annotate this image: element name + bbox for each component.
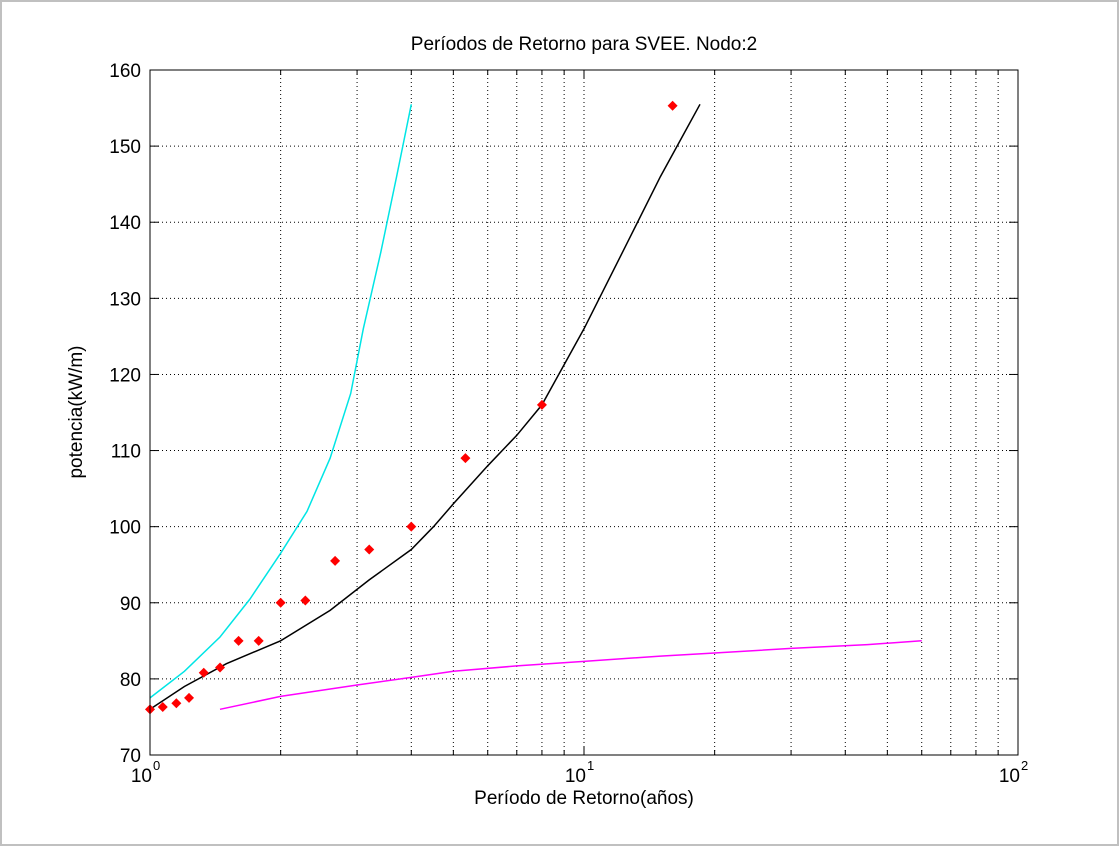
y-tick-label: 110 (111, 442, 141, 463)
series-line-1 (149, 103, 701, 710)
grid (150, 70, 1018, 755)
data-point-marker (275, 597, 286, 608)
data-point-marker (215, 662, 226, 673)
y-tick-label: 140 (109, 213, 141, 234)
data-point-marker (253, 635, 264, 646)
x-tick-label: 102 (999, 758, 1028, 787)
data-point-marker (233, 635, 244, 646)
y-tick-label: 150 (109, 137, 141, 158)
series-line-0 (149, 104, 413, 699)
data-point-marker (198, 667, 209, 678)
data-point-marker (536, 399, 547, 410)
y-tick-label: 160 (109, 61, 141, 82)
x-tick-label: 101 (565, 758, 594, 787)
series-group (145, 100, 922, 715)
x-tick-label-exponent: 0 (153, 758, 160, 773)
y-tick-label: 80 (120, 670, 141, 691)
y-tick-label: 70 (120, 746, 141, 767)
x-tick-label: 100 (131, 758, 160, 787)
data-point-marker (171, 698, 182, 709)
data-point-marker (184, 692, 195, 703)
y-tick-label: 90 (120, 594, 141, 615)
data-point-marker (330, 555, 341, 566)
x-axis-label: Período de Retorno(años) (474, 788, 694, 809)
data-point-marker (667, 100, 678, 111)
y-tick-label: 130 (109, 289, 141, 310)
ticks (150, 69, 1018, 756)
data-point-marker (157, 702, 168, 713)
series-line-2 (219, 640, 922, 711)
y-tick-label: 120 (109, 365, 141, 386)
data-point-marker (300, 595, 311, 606)
y-axis-label: potencia(kW/m) (66, 345, 87, 478)
x-tick-label-base: 10 (131, 766, 152, 787)
x-tick-label-base: 10 (565, 766, 586, 787)
data-point-marker (406, 521, 417, 532)
plot-area (150, 70, 1018, 755)
x-tick-label-exponent: 2 (1021, 758, 1028, 773)
x-tick-label-exponent: 1 (587, 758, 594, 773)
x-tick-label-base: 10 (999, 766, 1020, 787)
y-tick-label: 100 (109, 518, 141, 539)
data-point-marker (460, 453, 471, 464)
chart-title: Períodos de Retorno para SVEE. Nodo:2 (411, 34, 757, 55)
y-tick-labels: 70 80 90 100 110 120 130 140 150 160 (109, 61, 141, 767)
data-point-marker (364, 544, 375, 555)
